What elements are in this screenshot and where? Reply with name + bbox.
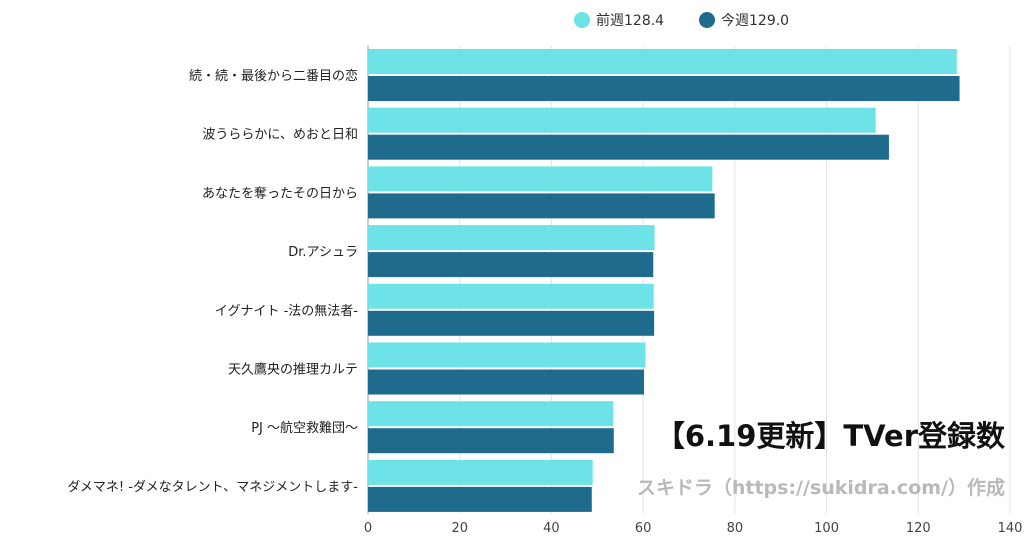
legend: 前週128.4 今週129.0 — [574, 12, 789, 29]
bar-this-week — [368, 486, 592, 512]
bar-this-week — [368, 310, 655, 336]
bar-previous-week — [368, 401, 614, 427]
category-label: PJ ～航空救難団～ — [251, 420, 358, 436]
bar-this-week — [368, 193, 715, 219]
x-axis-ticks: 0 20 40 60 80 100 120 140 — [364, 521, 1023, 536]
x-tick-label: 80 — [727, 521, 744, 536]
category-label: ダメマネ! -ダメなタレント、マネジメントします- — [67, 480, 358, 495]
bar-previous-week — [368, 49, 957, 74]
bar-this-week — [368, 428, 614, 454]
x-tick-label: 60 — [635, 521, 652, 536]
bar-previous-week — [368, 342, 646, 368]
x-tick-label: 40 — [543, 521, 560, 536]
bar-previous-week — [368, 459, 593, 485]
x-tick-label: 20 — [451, 521, 468, 536]
category-label: あなたを奪ったその日から — [202, 185, 358, 201]
x-tick-label: 140 — [998, 521, 1023, 536]
bar-this-week — [368, 76, 960, 101]
legend-swatch — [699, 12, 715, 28]
category-label: Dr.アシュラ — [288, 245, 358, 260]
bars — [368, 49, 960, 512]
category-label: イグナイト -法の無法者- — [215, 304, 359, 319]
overlay-credit: スキドラ（https://sukidra.com/）作成 — [637, 476, 1005, 499]
legend-label: 今週129.0 — [721, 13, 789, 29]
legend-label: 前週128.4 — [596, 12, 664, 29]
x-tick-label: 0 — [364, 521, 372, 536]
bar-this-week — [368, 134, 889, 160]
category-label: 波うららかに、めおと日和 — [202, 128, 358, 143]
bar-previous-week — [368, 225, 655, 251]
bar-this-week — [368, 369, 645, 395]
bar-previous-week — [368, 283, 654, 309]
category-label: 天久鷹央の推理カルテ — [228, 363, 358, 378]
bar-this-week — [368, 252, 654, 278]
x-tick-label: 120 — [906, 521, 931, 536]
overlay-title: 【6.19更新】TVer登録数 — [656, 419, 1006, 453]
bar-previous-week — [368, 166, 713, 192]
category-label: 続・続・最後から二番目の恋 — [189, 68, 358, 84]
legend-swatch — [574, 12, 590, 28]
bar-previous-week — [368, 107, 876, 133]
x-tick-label: 100 — [814, 521, 839, 536]
